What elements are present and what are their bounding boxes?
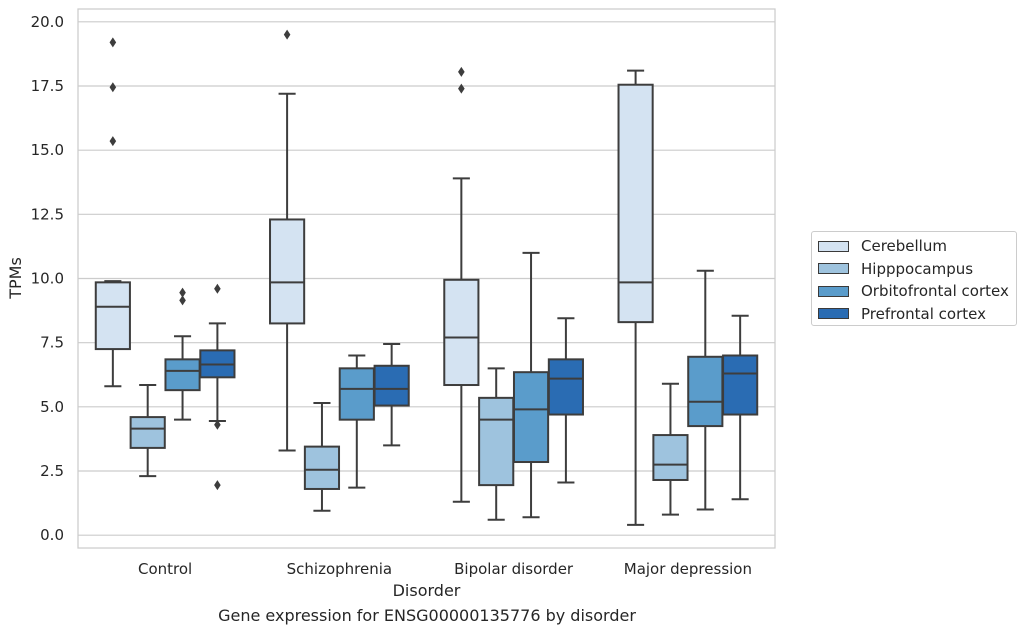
outlier-point [214,419,221,430]
box-hipppocampus [478,367,515,521]
box-prefrontal-cortex [373,342,410,447]
iqr-box [652,434,689,481]
iqr-box [547,358,584,416]
y-tick-label: 20.0 [31,13,64,31]
gridlines [78,21,775,536]
y-tick-label: 2.5 [40,462,64,480]
outlier-point [179,295,186,306]
chart-caption: Gene expression for ENSG00000135776 by d… [218,606,636,625]
y-tick-label: 10.0 [31,270,64,288]
outlier-point [458,66,465,77]
x-tick-label: Control [138,560,192,578]
iqr-box [129,416,166,449]
x-tick-label: Bipolar disorder [454,560,574,578]
outlier-point [458,83,465,94]
x-tick-label: Schizophrenia [287,560,392,578]
outlier-point [109,37,117,48]
y-tick-label: 15.0 [31,141,64,159]
y-axis-ticks: 0.0 2.5 5.0 7.5 10.0 12.5 15.0 17.5 20.0 [31,13,64,544]
legend-label: Orbitofrontal cortex [861,282,1009,301]
outlier-point [179,287,186,298]
y-tick-label: 0.0 [40,526,64,544]
box-hipppocampus [652,382,689,516]
iqr-box [269,218,306,325]
legend: Cerebellum Hipppocampus Orbitofrontal cort… [811,231,1017,326]
box-orbitofrontal-cortex [164,287,201,421]
legend-swatch [818,263,849,275]
iqr-box [338,367,375,421]
box-hipppocampus [303,401,341,512]
outlier-point [109,136,117,147]
y-axis-title: TPMs [6,257,25,300]
iqr-box [687,355,724,428]
outlier-point [214,283,221,294]
legend-label: Hipppocampus [861,259,974,278]
iqr-box [478,396,515,487]
x-axis-title: Disorder [393,581,461,600]
iqr-box [373,364,410,407]
box-prefrontal-cortex [547,317,584,484]
iqr-box [443,278,480,387]
iqr-box [303,445,341,490]
outlier-point [283,29,291,40]
x-tick-label: Major depression [624,560,752,578]
box-orbitofrontal-cortex [512,251,550,519]
box-hipppocampus [129,384,166,478]
outlier-point [214,480,221,491]
legend-item: Hipppocampus [812,258,1016,281]
y-tick-label: 5.0 [40,398,64,416]
y-tick-label: 7.5 [40,334,64,352]
y-tick-label: 17.5 [31,77,64,95]
iqr-box [617,83,654,324]
legend-item: Orbitofrontal cortex [812,280,1016,303]
box-orbitofrontal-cortex [687,269,724,511]
iqr-box [164,358,201,392]
box-cerebellum [94,37,131,388]
box-prefrontal-cortex [199,283,236,491]
legend-label: Prefrontal cortex [861,304,986,323]
legend-label: Cerebellum [861,237,947,256]
x-axis-ticks: Control Schizophrenia Bipolar disorder Majo… [138,560,752,578]
iqr-box [722,354,759,416]
outlier-point [109,82,117,93]
box-series [94,29,759,526]
legend-swatch [818,285,849,297]
y-tick-label: 12.5 [31,205,64,223]
box-cerebellum [617,69,654,526]
iqr-box [512,371,550,464]
iqr-box [94,281,131,351]
box-prefrontal-cortex [722,314,759,501]
legend-item: Prefrontal cortex [812,303,1016,326]
legend-swatch [818,308,849,320]
box-cerebellum [443,66,480,503]
box-cerebellum [269,29,306,452]
plot-frame [77,8,776,549]
box-orbitofrontal-cortex [338,354,375,489]
legend-swatch [818,240,849,252]
legend-item: Cerebellum [812,235,1016,258]
